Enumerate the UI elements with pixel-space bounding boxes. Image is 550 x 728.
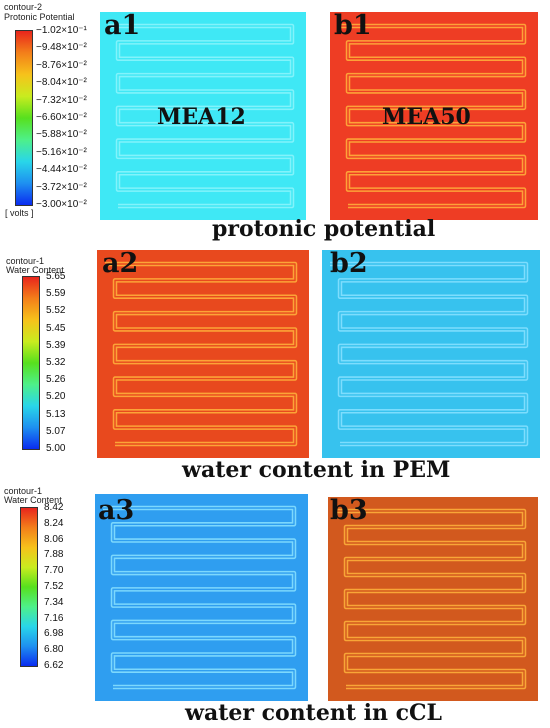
panel-a3-field xyxy=(95,494,308,701)
legend-2-tick: 5.65 xyxy=(46,271,66,282)
legend-3-tick: 8.24 xyxy=(44,517,64,529)
panel-a2-background xyxy=(97,250,309,458)
legend-2-tick: 5.07 xyxy=(46,425,66,437)
legend-3-tick: 7.52 xyxy=(44,581,64,592)
panel-b1-field xyxy=(330,12,538,220)
legend-3-subtitle: Water Content xyxy=(4,495,62,505)
panel-a3-channel-core xyxy=(103,507,295,688)
panel-b3-field xyxy=(328,497,538,701)
contour-panel-b1 xyxy=(330,12,538,220)
legend-1-tick: −4.44×10⁻² xyxy=(36,164,87,176)
contour-panel-b2 xyxy=(322,250,540,458)
panel-b3-background xyxy=(328,497,538,701)
panel-a1-channel-core xyxy=(108,25,293,207)
legend-1-tick: −5.16×10⁻² xyxy=(36,146,87,158)
legend-1-title: contour-2 xyxy=(4,2,43,12)
mea-label-b1: MEA50 xyxy=(382,104,471,130)
caption-row2: water content in PEM xyxy=(182,457,451,483)
contour-panel-b3 xyxy=(328,497,538,701)
panel-label-a1: a1 xyxy=(104,10,141,41)
legend-1-colorbar xyxy=(15,30,33,206)
panel-b3-channel-core xyxy=(336,510,525,688)
panel-a2-channel-core xyxy=(105,263,296,445)
panel-b2-background xyxy=(322,250,540,458)
legend-2-tick: 5.52 xyxy=(46,305,66,317)
legend-2-tick: 5.45 xyxy=(46,322,66,334)
panel-label-b2: b2 xyxy=(330,248,368,279)
panel-b1-background xyxy=(330,12,538,220)
panel-a2-field xyxy=(97,250,309,458)
legend-3-tick: 6.62 xyxy=(44,660,64,671)
legend-1-tick: −8.04×10⁻² xyxy=(36,77,87,89)
legend-2-tick: 5.32 xyxy=(46,357,66,368)
legend-2-subtitle: Water Content xyxy=(6,265,64,275)
contour-panel-a3 xyxy=(95,494,308,701)
panel-a1-field xyxy=(100,12,306,220)
legend-1-subtitle: Protonic Potential xyxy=(4,12,75,22)
contour-panel-a2 xyxy=(97,250,309,458)
panel-label-b3: b3 xyxy=(330,495,368,526)
legend-3-tick: 7.34 xyxy=(44,596,64,608)
legend-2-colorbar xyxy=(22,276,40,450)
legend-1-tick: −8.76×10⁻² xyxy=(36,59,87,71)
legend-2-tick: 5.26 xyxy=(46,374,66,386)
panel-b2-channel-core xyxy=(330,263,527,445)
legend-1-tick: −6.60×10⁻² xyxy=(36,112,87,123)
legend-3-tick: 6.80 xyxy=(44,644,64,656)
caption-row1: protonic potential xyxy=(212,216,436,242)
legend-3-tick: 7.16 xyxy=(44,612,64,624)
legend-3-colorbar xyxy=(20,507,38,667)
legend-3-tick: 7.88 xyxy=(44,549,64,561)
legend-3-tick: 7.70 xyxy=(44,565,64,577)
legend-1-tick: −5.88×10⁻² xyxy=(36,129,87,141)
panel-b1-channel-core xyxy=(338,25,525,207)
mea-label-a1: MEA12 xyxy=(157,104,246,130)
legend-3-title: contour-1 xyxy=(4,486,43,496)
legend-1-tick: −3.00×10⁻² xyxy=(36,199,87,210)
panel-a3-background xyxy=(95,494,308,701)
legend-2-tick: 5.39 xyxy=(46,339,66,351)
legend-2-title: contour-1 xyxy=(6,256,45,266)
contour-panel-a1 xyxy=(100,12,306,220)
legend-2-tick: 5.13 xyxy=(46,408,66,420)
legend-1-tick: −9.48×10⁻² xyxy=(36,42,87,54)
legend-1-unit: [ volts ] xyxy=(5,208,34,218)
legend-2-tick: 5.20 xyxy=(46,391,66,403)
panel-label-a2: a2 xyxy=(102,248,139,279)
panel-a1-background xyxy=(100,12,306,220)
legend-3-tick: 6.98 xyxy=(44,628,64,640)
legend-1-tick: −7.32×10⁻² xyxy=(36,94,87,106)
legend-1-tick: −1.02×10⁻¹ xyxy=(36,25,87,36)
panel-label-b1: b1 xyxy=(334,10,372,41)
panel-label-a3: a3 xyxy=(98,495,135,526)
legend-1-tick: −3.72×10⁻² xyxy=(36,181,87,193)
legend-3-tick: 8.06 xyxy=(44,533,64,545)
legend-3-tick: 8.42 xyxy=(44,502,64,513)
legend-2-tick: 5.59 xyxy=(46,288,66,300)
caption-row3: water content in cCL xyxy=(185,700,443,726)
legend-2-tick: 5.00 xyxy=(46,443,66,454)
panel-b2-field xyxy=(322,250,540,458)
